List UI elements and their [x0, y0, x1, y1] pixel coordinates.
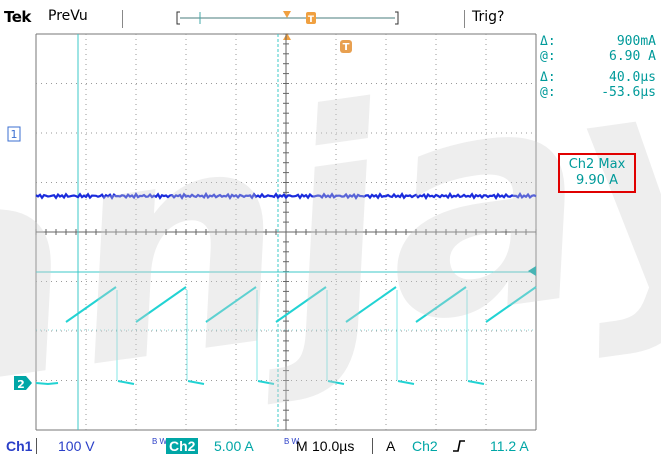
ch1-label[interactable]: Ch1	[6, 438, 32, 454]
rising-edge-icon	[452, 439, 466, 453]
cursor-readout: Δ: 900mA @: 6.90 A Δ: 40.0µs @: -53.6µs	[540, 34, 660, 100]
timebase-value[interactable]: 10.0µs	[312, 438, 354, 454]
trigger-level[interactable]: 11.2 A	[490, 438, 529, 454]
readout-row-delta-amplitude: Δ: 900mA	[540, 34, 660, 49]
timebase-label: M	[296, 438, 308, 454]
divider	[36, 438, 37, 454]
readout-row-delta-time: Δ: 40.0µs	[540, 70, 660, 85]
ch2-bandwidth-limit-icon: B W	[152, 437, 167, 446]
ch2-scale[interactable]: 5.00 A	[214, 438, 254, 454]
ch2-label[interactable]: Ch2	[166, 438, 198, 454]
ch1-ground-marker-icon[interactable]: 1	[8, 127, 20, 141]
readout-row-at-time: @: -53.6µs	[540, 85, 660, 100]
bottom-status-bar: Ch1 100 V B W Ch2 5.00 A B W M 10.0µs A …	[0, 437, 661, 455]
ch1-scale[interactable]: 100 V	[58, 438, 95, 454]
measurement-title: Ch2 Max	[560, 157, 634, 173]
readout-row-at-amplitude: @: 6.90 A	[540, 49, 660, 64]
ch2-ground-marker-icon[interactable]: 2	[14, 376, 32, 391]
svg-text:2: 2	[17, 378, 25, 391]
trigger-source[interactable]: Ch2	[412, 438, 438, 454]
svg-text:1: 1	[11, 128, 18, 141]
measurement-value: 9.90 A	[560, 173, 634, 189]
graticule	[36, 34, 536, 430]
ch2-spikes	[117, 290, 467, 380]
trigger-type: A	[386, 438, 395, 454]
measurement-box: Ch2 Max 9.90 A	[558, 153, 636, 193]
divider	[372, 438, 373, 454]
